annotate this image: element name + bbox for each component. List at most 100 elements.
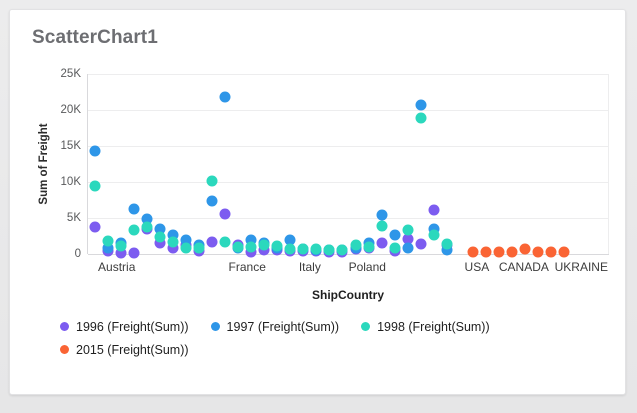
y-axis-tick-label: 15K <box>60 140 81 152</box>
legend-item[interactable]: 1998 (Freight(Sum)) <box>361 320 490 334</box>
chart-legend: 1996 (Freight(Sum)) 1997 (Freight(Sum)) 19… <box>60 315 620 361</box>
scatter-point[interactable] <box>154 223 166 235</box>
scatter-point[interactable] <box>376 220 388 232</box>
scatter-point[interactable] <box>258 239 270 251</box>
scatter-point[interactable] <box>128 203 140 215</box>
scatter-point[interactable] <box>154 237 166 249</box>
scatter-point[interactable] <box>402 242 414 254</box>
scatter-point[interactable] <box>310 243 322 255</box>
scatter-point[interactable] <box>219 208 231 220</box>
scatter-point[interactable] <box>532 246 544 258</box>
scatter-point[interactable] <box>389 242 401 254</box>
scatter-point[interactable] <box>402 224 414 236</box>
scatter-point[interactable] <box>297 243 309 255</box>
scatter-point[interactable] <box>245 241 257 253</box>
scatter-point[interactable] <box>415 112 427 124</box>
scatter-point[interactable] <box>519 243 531 255</box>
x-axis-title: ShipCountry <box>312 288 384 302</box>
legend-label: 1996 (Freight(Sum)) <box>76 319 189 334</box>
x-axis-tick-label: Poland <box>348 260 386 274</box>
gridline <box>88 146 609 147</box>
scatter-point[interactable] <box>323 244 335 256</box>
scatter-point[interactable] <box>206 195 218 207</box>
scatter-point[interactable] <box>271 240 283 252</box>
scatter-point[interactable] <box>232 241 244 253</box>
scatter-point[interactable] <box>284 234 296 246</box>
plot-frame-right <box>608 74 609 254</box>
scatter-point[interactable] <box>284 243 296 255</box>
scatter-point[interactable] <box>128 247 140 259</box>
scatter-point[interactable] <box>376 237 388 249</box>
scatter-point[interactable] <box>206 175 218 187</box>
y-axis-tick-label: 10K <box>60 176 81 188</box>
x-axis-tick-label: Austria <box>98 260 136 274</box>
scatter-point[interactable] <box>545 246 557 258</box>
scatter-point[interactable] <box>167 229 179 241</box>
scatter-point[interactable] <box>89 145 101 157</box>
y-axis-tick-label: 20K <box>60 104 81 116</box>
scatter-point[interactable] <box>141 221 153 233</box>
gridline <box>88 182 609 183</box>
legend-item[interactable]: 1997 (Freight(Sum)) <box>210 319 340 334</box>
scatter-point[interactable] <box>102 235 114 247</box>
scatter-point[interactable] <box>558 246 570 258</box>
scatter-point[interactable] <box>376 209 388 221</box>
scatter-point[interactable] <box>180 242 192 254</box>
scatter-point[interactable] <box>493 246 505 258</box>
y-axis-tick-label: 5K <box>66 212 81 224</box>
scatter-point[interactable] <box>415 99 427 111</box>
scatter-point[interactable] <box>167 242 179 254</box>
legend-label: 1998 (Freight(Sum)) <box>377 319 490 334</box>
scatter-point[interactable] <box>441 244 453 256</box>
scatter-point[interactable] <box>167 236 179 248</box>
x-axis-tick-label: CANADA <box>498 260 549 274</box>
chart-card: ScatterChart1 Sum of Freight 0 5K 10K 15K 20… <box>9 9 626 395</box>
scatter-point[interactable] <box>206 236 218 248</box>
legend-item[interactable]: 1996 (Freight(Sum)) <box>60 320 189 334</box>
scatter-point[interactable] <box>115 240 127 252</box>
legend-marker-icon <box>60 322 69 331</box>
scatter-point[interactable] <box>441 238 453 250</box>
scatter-point[interactable] <box>193 242 205 254</box>
scatter-point[interactable] <box>415 238 427 250</box>
scatter-point[interactable] <box>115 247 127 259</box>
y-axis-title: Sum of Freight <box>38 123 50 205</box>
scatter-point[interactable] <box>467 246 479 258</box>
scatter-point[interactable] <box>141 213 153 225</box>
chart-plot-wrapper: Sum of Freight 0 5K 10K 15K 20K 25K Austria Fr… <box>10 10 627 396</box>
legend-marker-icon <box>361 322 371 331</box>
scatter-point[interactable] <box>506 246 518 258</box>
x-axis-tick-label: UKRAINE <box>554 260 608 274</box>
legend-marker-icon <box>60 345 69 354</box>
scatter-point[interactable] <box>350 239 362 251</box>
scatter-point[interactable] <box>336 244 348 256</box>
scatter-point[interactable] <box>428 204 440 216</box>
legend-marker-icon <box>210 322 220 331</box>
legend-label: 2015 (Freight(Sum)) <box>76 342 189 357</box>
scatter-point[interactable] <box>363 241 375 253</box>
scatter-point[interactable] <box>219 236 231 248</box>
scatter-point[interactable] <box>480 246 492 258</box>
x-axis-tick-label: France <box>228 260 266 274</box>
legend-label: 1997 (Freight(Sum)) <box>226 319 340 334</box>
scatter-point[interactable] <box>89 180 101 192</box>
scatter-point[interactable] <box>180 234 192 246</box>
scatter-point[interactable] <box>128 224 140 236</box>
scatter-point[interactable] <box>102 242 114 254</box>
gridline <box>88 218 609 219</box>
scatter-point[interactable] <box>89 221 101 233</box>
gridline <box>88 254 609 255</box>
scatter-point[interactable] <box>428 223 440 235</box>
scatter-point[interactable] <box>245 234 257 246</box>
legend-item[interactable]: 2015 (Freight(Sum)) <box>60 343 189 357</box>
chart-title: ScatterChart1 <box>32 27 158 48</box>
gridline <box>88 74 609 75</box>
y-axis-tick-label: 0 <box>74 248 81 260</box>
scatter-point[interactable] <box>219 91 231 103</box>
scatter-point[interactable] <box>389 229 401 241</box>
scatter-point[interactable] <box>402 233 414 245</box>
scatter-point[interactable] <box>154 231 166 243</box>
y-axis-tick-label: 25K <box>60 68 81 80</box>
scatter-point[interactable] <box>428 229 440 241</box>
